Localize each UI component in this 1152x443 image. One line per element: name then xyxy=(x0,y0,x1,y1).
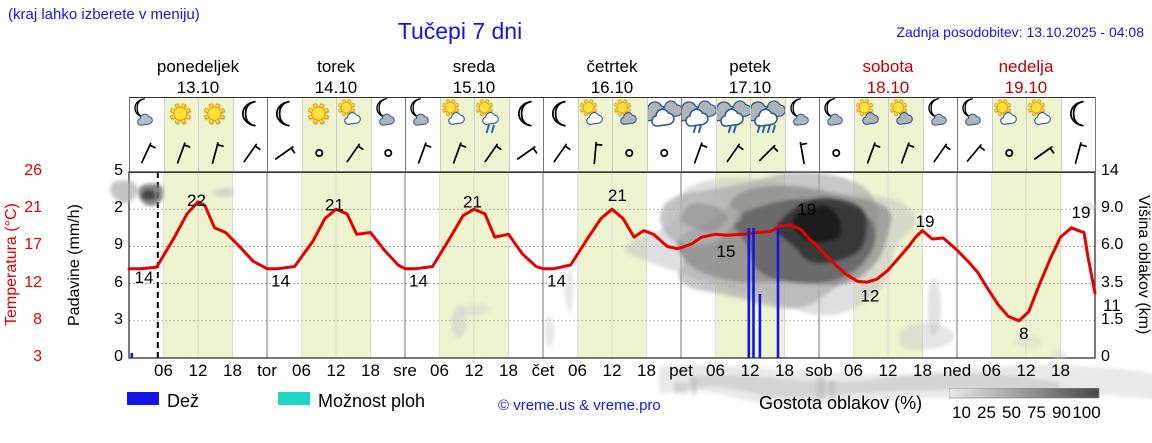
svg-text:15: 15 xyxy=(717,242,736,261)
svg-text:19: 19 xyxy=(916,212,935,231)
svg-text:14: 14 xyxy=(271,272,290,291)
svg-text:75: 75 xyxy=(1027,403,1046,420)
svg-text:100: 100 xyxy=(1072,403,1100,420)
svg-text:14: 14 xyxy=(547,272,566,291)
svg-text:90: 90 xyxy=(1052,403,1071,420)
svg-text:14: 14 xyxy=(135,268,154,287)
svg-text:12: 12 xyxy=(860,286,879,305)
svg-text:25: 25 xyxy=(977,403,996,420)
svg-text:8: 8 xyxy=(1019,324,1028,343)
svg-text:19: 19 xyxy=(1072,203,1091,222)
svg-text:14: 14 xyxy=(409,272,428,291)
svg-text:50: 50 xyxy=(1002,403,1021,420)
svg-text:10: 10 xyxy=(952,403,971,420)
svg-text:21: 21 xyxy=(463,193,482,212)
svg-text:19: 19 xyxy=(797,200,816,219)
svg-text:21: 21 xyxy=(325,196,344,215)
svg-text:22: 22 xyxy=(187,191,206,210)
svg-text:21: 21 xyxy=(608,186,627,205)
